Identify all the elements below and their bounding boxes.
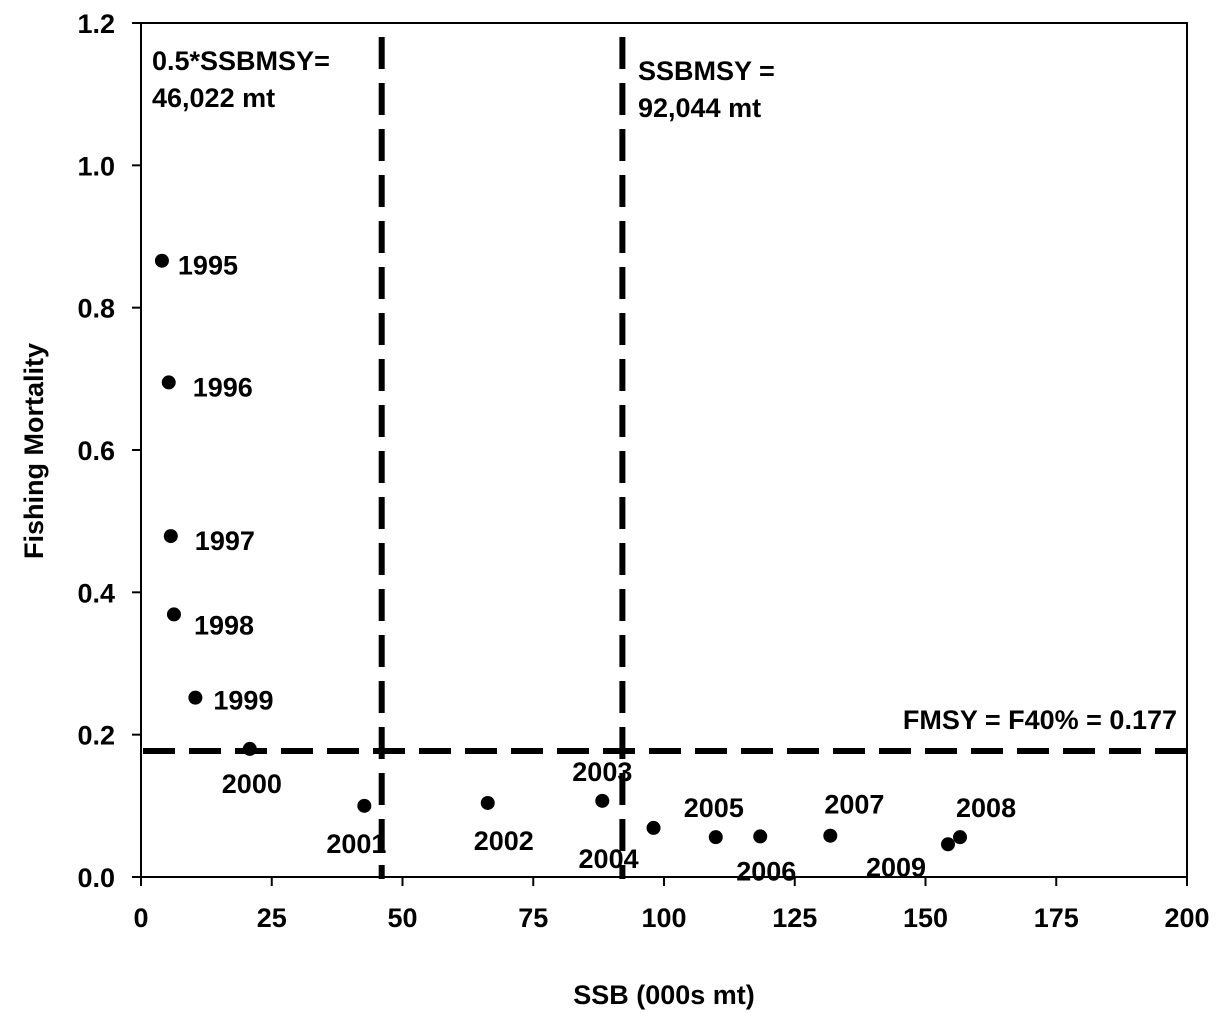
data-point [940, 837, 955, 852]
data-point-label: 2004 [579, 844, 639, 874]
y-axis-title: Fishing Mortality [19, 343, 49, 559]
reference-line-label: 0.5*SSBMSY= [152, 46, 330, 76]
data-point-label: 1998 [194, 610, 254, 640]
y-tick-label: 0.4 [77, 578, 115, 608]
data-point [357, 798, 372, 813]
x-tick-label: 150 [903, 903, 948, 933]
reference-line-label: 92,044 mt [638, 93, 761, 123]
data-point [708, 830, 723, 845]
data-point [154, 253, 169, 268]
data-point [646, 820, 661, 835]
data-point [480, 795, 495, 810]
data-points: 1995 1996 1997 1998 1999 2000 2001 2002 2003 2004… [154, 251, 1016, 886]
data-point-label: 1999 [213, 686, 273, 716]
data-point [163, 529, 178, 544]
y-tick-label: 0.0 [77, 863, 115, 893]
data-point-label: 2008 [956, 793, 1016, 823]
x-tick-label: 50 [387, 903, 417, 933]
data-point-label: 2005 [684, 793, 744, 823]
data-point-label: 2000 [222, 769, 282, 799]
axes: 0 25 50 75 100 125 150 175 200 0.0 0.2 0.4 0.6 0.8 1.0… [77, 9, 1209, 933]
data-point [595, 793, 610, 808]
data-point-label: 2002 [474, 826, 534, 856]
data-point [188, 690, 203, 705]
x-tick-label: 175 [1034, 903, 1079, 933]
y-tick-label: 0.6 [77, 436, 115, 466]
x-tick-label: 75 [518, 903, 548, 933]
x-tick-label: 25 [257, 903, 287, 933]
data-point [242, 741, 257, 756]
data-point [823, 828, 838, 843]
data-point [161, 375, 176, 390]
data-point [953, 830, 968, 845]
data-point-label: 2007 [824, 790, 884, 820]
x-tick-label: 125 [772, 903, 817, 933]
data-point-label: 2001 [326, 829, 386, 859]
data-point-label: 2009 [866, 852, 926, 882]
data-point-label: 1997 [195, 526, 255, 556]
y-tick-label: 1.2 [77, 9, 115, 39]
x-tick-label: 0 [133, 903, 148, 933]
y-tick-label: 0.2 [77, 721, 115, 751]
x-axis-title: SSB (000s mt) [573, 980, 755, 1010]
x-tick-label: 200 [1164, 903, 1209, 933]
x-tick-label: 100 [641, 903, 686, 933]
reference-line-label: 46,022 mt [152, 83, 275, 113]
data-point-label: 1996 [193, 372, 253, 402]
data-point-label: 1995 [178, 251, 238, 281]
data-point [166, 607, 181, 622]
y-tick-label: 0.8 [77, 294, 115, 324]
y-tick-label: 1.0 [77, 151, 115, 181]
data-point-label: 2003 [572, 757, 632, 787]
reference-line-label: FMSY = F40% = 0.177 [903, 705, 1177, 735]
data-point [753, 829, 768, 844]
data-point-label: 2006 [736, 856, 796, 886]
reference-lines: 0.5*SSBMSY= 46,022 mt SSBMSY = 92,044 mt FMS… [143, 37, 1187, 879]
reference-line-label: SSBMSY = [638, 56, 775, 86]
